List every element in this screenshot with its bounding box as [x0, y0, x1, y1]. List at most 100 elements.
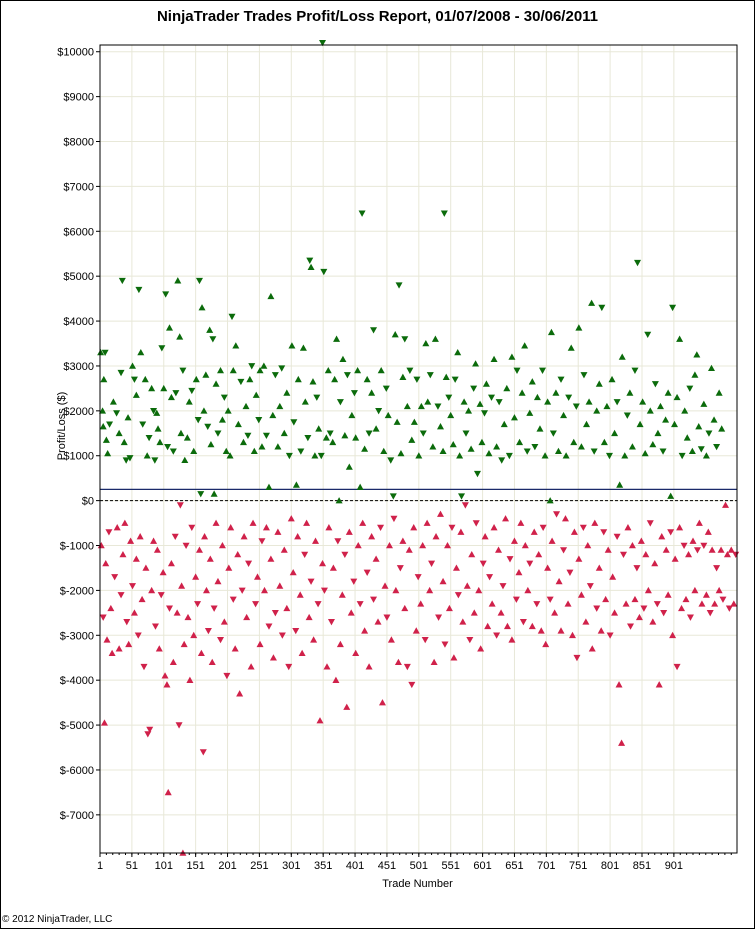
loss-trade-marker [298, 649, 306, 657]
profit-trade-marker [387, 457, 395, 464]
y-tick-label: $-6000 [60, 765, 94, 777]
profit-trade-marker [621, 452, 629, 459]
loss-trade-marker [678, 604, 686, 612]
loss-trade-marker [503, 622, 511, 630]
profit-trade-marker [681, 407, 689, 414]
profit-trade-marker [102, 436, 110, 443]
copyright-footer: © 2012 NinjaTrader, LLC [2, 914, 113, 925]
profit-trade-marker [426, 372, 434, 379]
loss-trade-marker [352, 649, 360, 657]
loss-trade-marker [134, 632, 142, 639]
profit-trade-marker [358, 210, 366, 217]
loss-trade-marker [660, 610, 668, 617]
profit-trade-marker [97, 348, 105, 356]
profit-trade-marker [683, 434, 691, 441]
y-axis-ticks: $10000 $9000 $8000 $7000 $6000 $5000 $4000 $300… [57, 47, 100, 822]
loss-trade-marker [403, 663, 411, 671]
profit-trade-marker [636, 420, 644, 428]
loss-trade-marker [338, 591, 346, 598]
profit-trade-marker [372, 425, 380, 432]
loss-trade-marker [262, 524, 270, 531]
profit-trade-marker [518, 389, 526, 396]
loss-trade-marker [303, 519, 311, 526]
profit-trade-marker [654, 429, 662, 437]
profit-trade-marker [419, 430, 427, 437]
profit-trade-marker [470, 385, 478, 392]
loss-trade-marker [210, 605, 218, 612]
profit-trade-marker [688, 447, 696, 455]
loss-trade-marker [615, 681, 623, 688]
profit-trade-marker [634, 259, 642, 267]
loss-trade-marker [359, 519, 367, 526]
loss-trade-marker [155, 645, 163, 652]
profit-trade-marker [333, 335, 341, 342]
y-tick-label: $1000 [63, 451, 94, 463]
profit-trade-marker [274, 443, 282, 450]
loss-trade-marker [292, 628, 300, 635]
profit-trade-marker [616, 481, 624, 488]
loss-trade-marker [730, 600, 738, 607]
loss-trade-marker [161, 672, 169, 679]
profit-trade-marker [401, 336, 409, 343]
profit-trade-marker [608, 375, 616, 383]
loss-trade-marker [310, 636, 318, 643]
profit-trade-marker [368, 389, 376, 396]
loss-trade-marker [206, 555, 214, 562]
profit-trade-marker [276, 402, 284, 410]
profit-trade-marker [177, 429, 185, 437]
profit-trade-marker [389, 493, 397, 500]
profit-trade-marker [311, 452, 319, 459]
profit-trade-marker [288, 342, 296, 349]
y-tick-label: $4000 [63, 316, 94, 328]
profit-trade-marker [593, 407, 601, 414]
profit-trade-marker [539, 367, 547, 374]
profit-trade-marker [528, 378, 536, 385]
loss-trade-marker [285, 663, 293, 671]
loss-trade-marker [624, 524, 632, 531]
profit-trade-marker [439, 447, 447, 455]
profit-trade-marker [141, 375, 149, 383]
loss-trade-marker [368, 533, 376, 540]
loss-trade-marker [410, 524, 418, 531]
profit-trade-marker [485, 449, 493, 457]
loss-trade-marker [631, 595, 639, 603]
loss-trade-marker [253, 573, 261, 580]
loss-trade-marker [125, 640, 133, 648]
loss-trade-marker [611, 609, 619, 616]
profit-trade-marker [669, 304, 677, 312]
profit-trade-marker [480, 410, 488, 417]
profit-trade-marker [628, 443, 636, 450]
loss-trade-marker [157, 592, 165, 599]
loss-trade-marker [167, 559, 175, 567]
loss-trade-marker [521, 542, 529, 549]
profit-trade-marker [516, 438, 524, 446]
profit-trade-marker [546, 497, 554, 504]
profit-trade-marker [611, 429, 619, 437]
loss-trade-marker [495, 546, 503, 553]
profit-trade-marker [307, 263, 315, 270]
profit-trade-marker [209, 336, 217, 343]
profit-trade-marker [570, 438, 578, 446]
y-tick-label: $-3000 [60, 630, 94, 642]
profit-trade-marker [598, 304, 606, 312]
profit-trade-marker [156, 438, 164, 446]
profit-trade-marker [256, 366, 264, 374]
profit-trade-marker [536, 425, 544, 432]
profit-trade-marker [399, 373, 407, 380]
profit-trade-marker [482, 380, 490, 387]
profit-trade-marker [588, 299, 596, 306]
loss-trade-marker [412, 627, 420, 634]
loss-trade-marker [372, 555, 380, 562]
loss-trade-marker [570, 528, 578, 535]
profit-trade-marker [190, 447, 198, 455]
loss-trade-marker [620, 551, 628, 558]
loss-trade-marker [497, 609, 505, 616]
profit-trade-marker [115, 429, 123, 437]
loss-trade-marker [444, 542, 452, 549]
profit-trade-marker [626, 389, 634, 396]
profit-trade-marker [505, 452, 513, 460]
loss-trade-marker [144, 731, 152, 738]
loss-trade-marker [441, 641, 449, 648]
loss-trade-marker [454, 592, 462, 599]
loss-trade-marker [695, 519, 703, 526]
